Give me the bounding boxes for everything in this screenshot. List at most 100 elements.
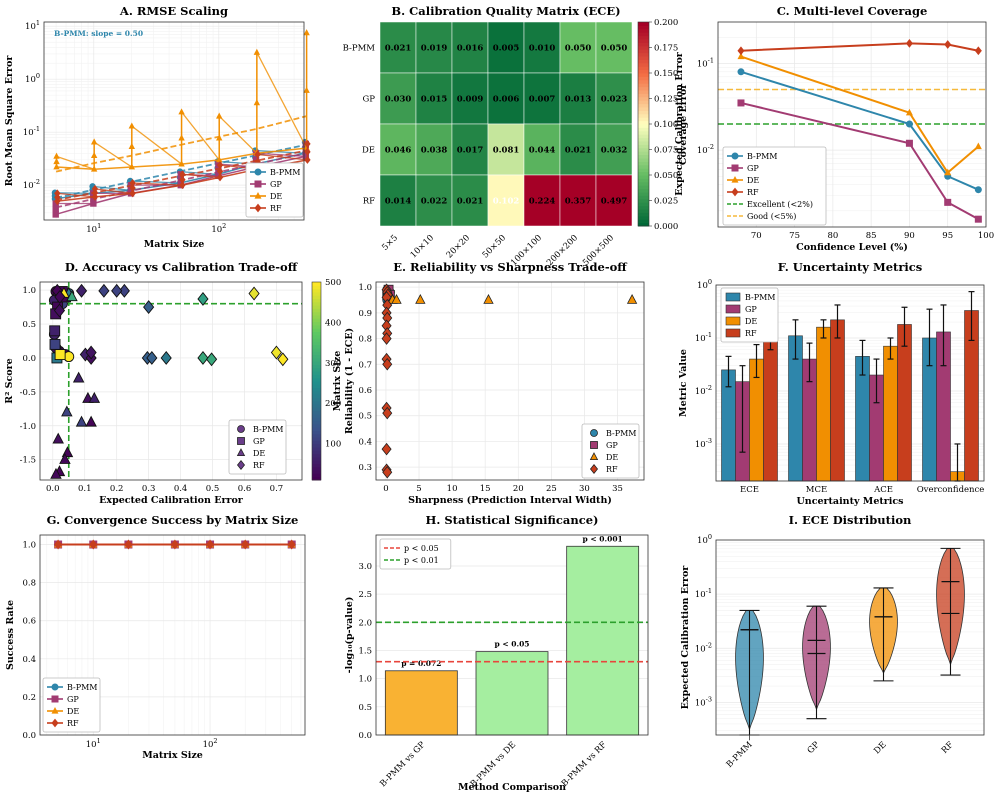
- legend-marker: [236, 448, 246, 457]
- colorbar-segment: [312, 367, 321, 372]
- heatmap-cell-label: 0.081: [493, 146, 520, 156]
- legend-label: DE: [253, 449, 265, 458]
- y-tick-label: 0.5: [22, 320, 36, 330]
- series-connector-rf: [257, 153, 308, 161]
- marker-de: [216, 156, 223, 163]
- marker-rf: [54, 193, 61, 202]
- legend-marker: [254, 180, 262, 188]
- legend-label: DE: [606, 453, 618, 462]
- colorbar-segment: [312, 423, 321, 428]
- scatter-point-gp: [49, 338, 61, 350]
- marker-rf: [944, 40, 952, 49]
- heatmap-cell-label: 0.046: [385, 146, 412, 156]
- marker-bpmm: [737, 68, 745, 76]
- y-tick-label: 10-2: [23, 178, 40, 191]
- x-tick-label: ACE: [873, 485, 893, 495]
- colorbar-segment: [312, 384, 321, 389]
- legend-label: RF: [606, 465, 618, 474]
- marker-rf: [91, 192, 99, 201]
- colorbar-label: Expected Calibration Error: [674, 51, 685, 196]
- x-tick-label: B-PMM: [725, 740, 755, 770]
- legend-marker: [51, 695, 59, 703]
- colorbar-segment: [312, 318, 321, 323]
- colorbar-segment: [638, 28, 649, 33]
- colorbar-segment: [638, 171, 649, 176]
- heatmap-cell-label: 0.017: [457, 146, 484, 156]
- colorbar-segment: [638, 209, 649, 213]
- marker-de: [737, 52, 745, 60]
- legend-marker: [51, 706, 59, 714]
- heatmap-cell: [487, 123, 525, 176]
- colorbar-segment: [638, 83, 649, 88]
- x-tick-label: 0.2: [110, 484, 124, 494]
- colorbar-segment: [312, 354, 321, 359]
- colorbar-segment: [638, 45, 649, 50]
- panel-f-uncertainty-metrics: F. Uncertainty Metrics Uncertainty Metric…: [678, 260, 985, 507]
- colorbar-frame: [311, 281, 322, 481]
- y-tick-label: 10-2: [695, 384, 712, 397]
- heatmap-cell: [595, 123, 633, 176]
- scatter-point-de: [50, 467, 62, 479]
- x-tick-label: 101: [86, 737, 101, 750]
- marker-gp: [737, 99, 745, 107]
- panel-g-convergence: G. Convergence Success by Matrix Size Mat…: [5, 513, 306, 761]
- colorbar-segment: [312, 371, 321, 375]
- y-tick-label: 0.5: [358, 703, 372, 713]
- heatmap-cell-label: 0.013: [565, 95, 592, 105]
- y-tick-label: 0.8: [22, 579, 36, 589]
- heatmap-cell-label: 0.023: [601, 95, 628, 105]
- legend-label: B-PMM: [747, 152, 778, 161]
- marker-gp: [90, 200, 97, 207]
- scatter-point-rf: [53, 303, 66, 318]
- colorbar-segment: [312, 430, 321, 435]
- colorbar-segment: [638, 79, 649, 84]
- legend-label: GP: [270, 180, 282, 189]
- x-tick-label: 0.4: [174, 484, 188, 494]
- colorbar-segment: [312, 321, 321, 326]
- marker-de: [53, 163, 60, 170]
- panel-e-reliability-sharpness: E. Reliability vs Sharpness Trade-off Sha…: [344, 260, 645, 506]
- marker-de: [216, 134, 223, 141]
- colorbar-segment: [312, 301, 321, 306]
- colorbar-segment: [312, 463, 321, 468]
- y-axis-label: Success Rate: [5, 600, 16, 670]
- colorbar-segment: [312, 361, 321, 365]
- colorbar-segment: [312, 282, 321, 286]
- legend-marker: [236, 459, 246, 471]
- x-tick-label: 25: [546, 484, 557, 494]
- colorbar-segment: [638, 178, 649, 183]
- legend-marker: [731, 187, 739, 197]
- x-tick-label: 35: [612, 484, 623, 494]
- colorbar-segment: [312, 377, 321, 382]
- row-label: GP: [362, 95, 375, 105]
- heatmap-cell-label: 0.019: [421, 44, 448, 54]
- scatter-point-rf: [75, 283, 88, 298]
- legend-marker: [254, 191, 262, 199]
- y-axis-label: -log₁₀(p-value): [344, 597, 355, 674]
- legend-marker: [589, 463, 599, 475]
- legend-label: GP: [67, 695, 79, 704]
- heatmap-cell-label: 0.016: [457, 44, 484, 54]
- colorbar-segment: [638, 100, 649, 105]
- scatter-point-rf: [118, 283, 130, 298]
- colorbar-segment: [312, 348, 321, 352]
- colorbar-segment: [638, 52, 649, 57]
- y-tick-label: -1.0: [20, 422, 36, 432]
- heatmap-cell-label: 0.497: [601, 197, 628, 207]
- x-tick-label: 100: [978, 231, 994, 241]
- colorbar-tick-label: 0.100: [654, 120, 678, 130]
- colorbar-segment: [312, 420, 321, 425]
- marker-de: [974, 142, 982, 150]
- y-axis-label: Reliability (1 - ECE): [344, 328, 355, 434]
- heatmap-cell-label: 0.010: [529, 44, 556, 54]
- heatmap-cell-label: 0.021: [565, 146, 592, 156]
- x-axis-label: Uncertainty Metrics: [797, 496, 904, 507]
- colorbar-segment: [638, 137, 649, 142]
- heatmap-cell: [379, 123, 417, 176]
- colorbar-segment: [638, 103, 649, 108]
- colorbar-segment: [638, 151, 649, 156]
- heatmap-cell-label: 0.015: [421, 95, 448, 105]
- legend-marker: [51, 718, 59, 728]
- axes-frame: [375, 534, 649, 736]
- legend-label: GP: [606, 441, 618, 450]
